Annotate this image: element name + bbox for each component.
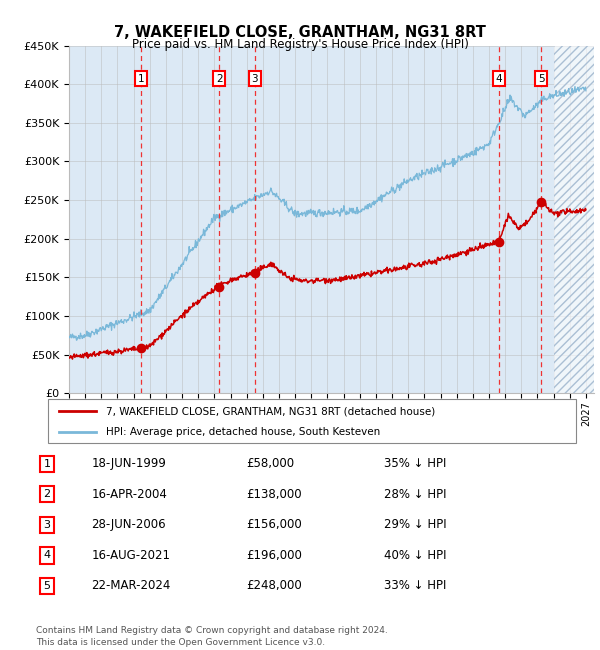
Text: 22-MAR-2024: 22-MAR-2024 xyxy=(91,580,170,593)
Text: 2: 2 xyxy=(43,489,50,499)
Text: 40% ↓ HPI: 40% ↓ HPI xyxy=(384,549,446,562)
Text: £138,000: £138,000 xyxy=(246,488,301,500)
Text: 28-JUN-2006: 28-JUN-2006 xyxy=(91,519,166,532)
Text: 2: 2 xyxy=(216,73,223,84)
Text: 7, WAKEFIELD CLOSE, GRANTHAM, NG31 8RT: 7, WAKEFIELD CLOSE, GRANTHAM, NG31 8RT xyxy=(114,25,486,40)
Text: Price paid vs. HM Land Registry's House Price Index (HPI): Price paid vs. HM Land Registry's House … xyxy=(131,38,469,51)
Text: £248,000: £248,000 xyxy=(246,580,302,593)
Bar xyxy=(554,46,594,393)
Text: 16-APR-2004: 16-APR-2004 xyxy=(91,488,167,500)
Text: 18-JUN-1999: 18-JUN-1999 xyxy=(91,458,166,471)
Text: 16-AUG-2021: 16-AUG-2021 xyxy=(91,549,170,562)
Text: 3: 3 xyxy=(251,73,258,84)
Text: 33% ↓ HPI: 33% ↓ HPI xyxy=(384,580,446,593)
Text: 1: 1 xyxy=(44,459,50,469)
Text: 4: 4 xyxy=(43,551,50,560)
Text: 1: 1 xyxy=(138,73,145,84)
Text: 3: 3 xyxy=(44,520,50,530)
FancyBboxPatch shape xyxy=(48,399,576,443)
Text: Contains HM Land Registry data © Crown copyright and database right 2024.
This d: Contains HM Land Registry data © Crown c… xyxy=(36,626,388,647)
Text: 35% ↓ HPI: 35% ↓ HPI xyxy=(384,458,446,471)
Text: 5: 5 xyxy=(44,581,50,591)
Text: £196,000: £196,000 xyxy=(246,549,302,562)
Bar xyxy=(554,46,594,393)
Text: 28% ↓ HPI: 28% ↓ HPI xyxy=(384,488,446,500)
Text: 4: 4 xyxy=(496,73,502,84)
Text: 29% ↓ HPI: 29% ↓ HPI xyxy=(384,519,446,532)
Text: 5: 5 xyxy=(538,73,544,84)
Text: HPI: Average price, detached house, South Kesteven: HPI: Average price, detached house, Sout… xyxy=(106,427,380,437)
Text: £58,000: £58,000 xyxy=(246,458,294,471)
Text: £156,000: £156,000 xyxy=(246,519,302,532)
Text: 7, WAKEFIELD CLOSE, GRANTHAM, NG31 8RT (detached house): 7, WAKEFIELD CLOSE, GRANTHAM, NG31 8RT (… xyxy=(106,406,436,417)
